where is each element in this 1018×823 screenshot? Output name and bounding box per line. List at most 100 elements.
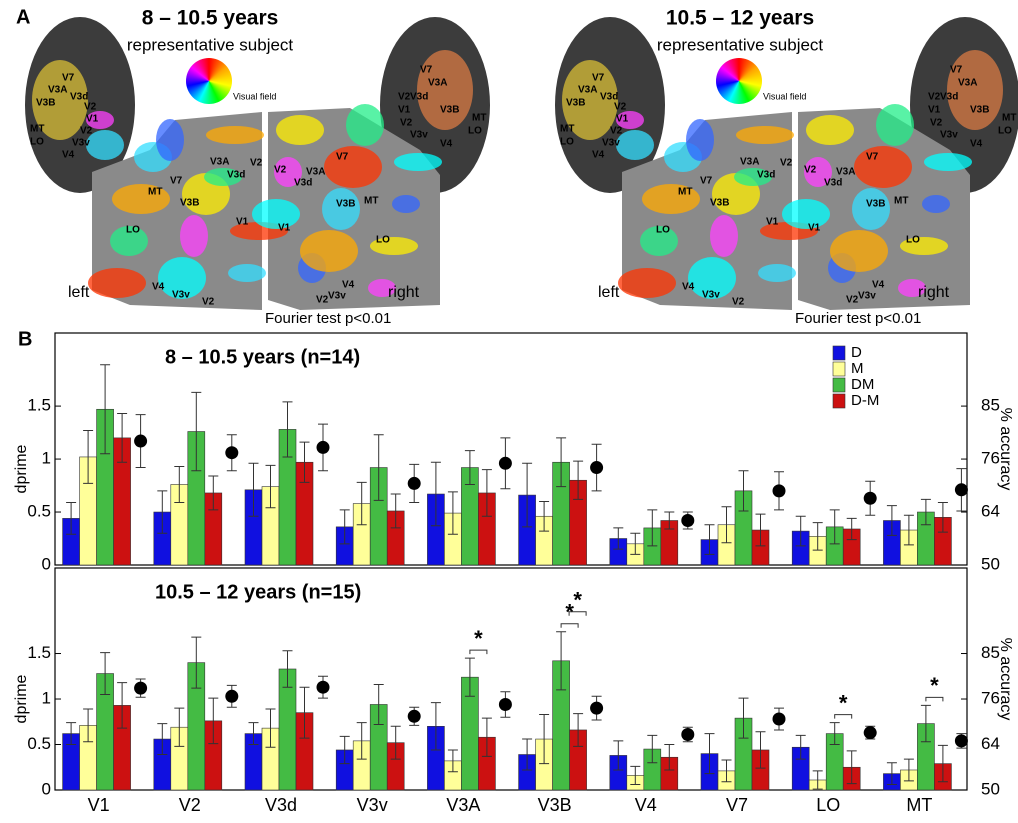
accuracy-marker	[499, 457, 512, 470]
activation-blob	[876, 104, 914, 146]
subject-subtitle: representative subject	[657, 35, 824, 54]
area-label: V2	[614, 102, 627, 113]
y2-tick-label: 50	[981, 779, 1000, 798]
area-label: V1	[236, 217, 249, 228]
area-label: V1	[86, 114, 99, 125]
area-label: V3B	[336, 199, 355, 210]
accuracy-marker	[225, 446, 238, 459]
accuracy-marker	[408, 477, 421, 490]
area-label: V3v	[602, 138, 620, 149]
accuracy-marker	[681, 514, 694, 527]
fourier-label: Fourier test p<0.01	[265, 310, 391, 327]
subject-panel: 10.5 – 12 years representative subject Vis…	[555, 7, 1018, 327]
panel-letter: A	[16, 6, 30, 28]
area-label: V3d	[294, 178, 312, 189]
activation-blob	[686, 119, 714, 161]
panel-letter: B	[18, 328, 32, 350]
accuracy-marker	[590, 461, 603, 474]
legend-label: D-M	[851, 392, 879, 409]
area-label: LO	[126, 225, 140, 236]
area-label: V2	[780, 158, 793, 169]
visual-field-label: Visual field	[763, 91, 806, 101]
area-label: LO	[906, 235, 920, 246]
area-label: V3A	[210, 157, 229, 168]
area-label: LO	[998, 126, 1012, 137]
activation-blob	[736, 126, 794, 144]
activation-blob	[392, 195, 420, 213]
hemisphere-label: left	[68, 284, 90, 301]
area-label: V3d	[824, 178, 842, 189]
y2-axis-label: % accuracy	[997, 638, 1014, 721]
activation-blob	[156, 119, 184, 161]
area-label: V2	[202, 297, 215, 308]
area-label: MT	[472, 113, 486, 124]
y-tick-label: 0.5	[27, 734, 51, 753]
legend-label: M	[851, 360, 864, 377]
y-tick-label: 0	[42, 779, 51, 798]
area-label: V7	[866, 152, 879, 163]
legend-swatch	[833, 394, 845, 408]
visual-field-label: Visual field	[233, 91, 276, 101]
activation-blob	[276, 115, 324, 145]
area-label: V3d	[227, 170, 245, 181]
area-label: V3B	[440, 105, 459, 116]
area-label: V2	[610, 126, 623, 137]
accuracy-marker	[590, 702, 603, 715]
activation-blob	[782, 199, 830, 229]
legend-swatch	[833, 362, 845, 376]
y2-tick-label: 64	[981, 502, 1000, 521]
area-label: V2	[400, 118, 413, 129]
area-label: V3v	[410, 130, 428, 141]
y2-axis-label: % accuracy	[997, 408, 1014, 491]
x-tick-label: V1	[88, 795, 110, 815]
accuracy-marker	[408, 710, 421, 723]
x-tick-label: LO	[816, 795, 840, 815]
area-label: MT	[1002, 113, 1016, 124]
x-tick-label: V7	[726, 795, 748, 815]
figure: A8 – 10.5 yearsrepresentative subjectVis…	[0, 0, 1018, 818]
color-wheel	[186, 58, 232, 104]
area-label: MT	[364, 196, 378, 207]
area-label: V3d	[757, 170, 775, 181]
hemisphere-label: right	[918, 284, 950, 301]
activation-blob	[252, 199, 300, 229]
area-label: V3v	[172, 290, 190, 301]
area-label: V2	[732, 297, 745, 308]
area-label: V3v	[702, 290, 720, 301]
area-label: V7	[62, 73, 75, 84]
area-label: V3A	[958, 78, 977, 89]
area-label: V2	[250, 158, 263, 169]
x-tick-label: V4	[635, 795, 657, 815]
area-label: V3v	[940, 130, 958, 141]
legend-swatch	[833, 378, 845, 392]
subject-title: 10.5 – 12 years	[666, 7, 814, 30]
area-label: V4	[970, 139, 983, 150]
area-label: V2	[930, 118, 943, 129]
area-label: V3v	[328, 291, 346, 302]
significance-star: *	[573, 588, 582, 613]
area-label: V2	[804, 165, 817, 176]
area-label: V1	[616, 114, 629, 125]
activation-blob	[710, 215, 738, 257]
activation-blob	[417, 50, 473, 130]
accuracy-marker	[134, 435, 147, 448]
area-label: LO	[656, 225, 670, 236]
area-label: LO	[468, 126, 482, 137]
area-label: V2	[846, 295, 859, 306]
area-label: V3A	[428, 78, 447, 89]
activation-blob	[206, 126, 264, 144]
area-label: V4	[62, 150, 75, 161]
area-label: V1	[398, 105, 411, 116]
area-label: V3d	[940, 92, 958, 103]
activation-blob	[228, 264, 266, 282]
accuracy-marker	[317, 441, 330, 454]
activation-blob	[88, 268, 146, 298]
area-label: V7	[170, 176, 183, 187]
figure-svg: A8 – 10.5 yearsrepresentative subjectVis…	[0, 0, 1018, 818]
x-tick-label: V3B	[538, 795, 572, 815]
area-label: V7	[336, 152, 349, 163]
area-label: V7	[592, 73, 605, 84]
significance-star: *	[930, 673, 939, 698]
y-tick-label: 1.5	[27, 643, 51, 662]
subject-subtitle: representative subject	[127, 35, 294, 54]
